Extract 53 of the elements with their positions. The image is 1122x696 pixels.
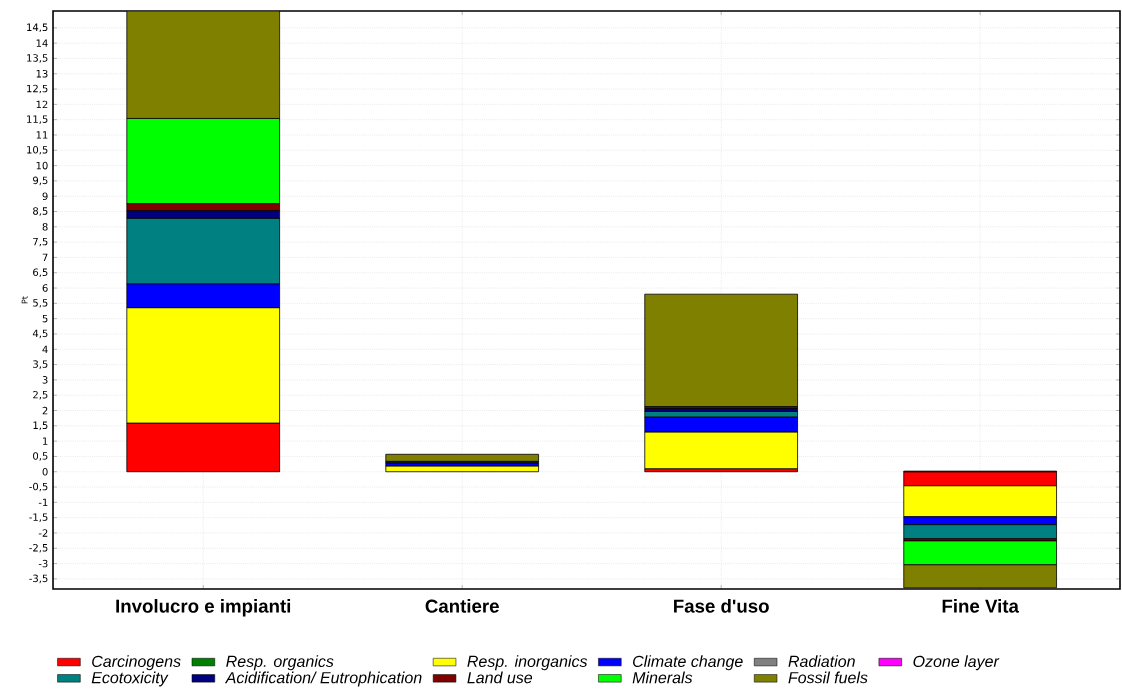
y-tick-label: 4 [42,345,48,353]
y-tick-label: 13,5 [27,54,48,63]
legend-label: Resp. inorganics [467,655,588,671]
y-tick-label: 1 [43,437,48,445]
y-tick-label: 6 [42,284,48,292]
y-tick-label: 8 [42,223,48,231]
x-tick-label: Involucro e impianti [116,599,291,617]
y-tick-label: 1,5 [33,421,48,431]
y-tick-label: -1 [38,498,48,506]
legend-label: Minerals [632,671,693,684]
y-tick-label: 12 [36,100,48,109]
y-tick-label: 14,5 [27,23,48,33]
y-axis-title: Pt [21,296,28,304]
y-tick-label: -3 [38,559,48,568]
legend-label: Land use [467,671,533,684]
y-tick-label: -2,5 [29,543,48,553]
y-tick-label: 9,5 [33,176,48,186]
y-tick-label: 0 [42,467,48,476]
y-tick-label: 3,5 [33,360,48,369]
y-tick-label: 5 [42,314,48,323]
y-tick-label: 5,5 [33,299,48,308]
y-tick-label: 12,5 [27,84,48,94]
y-tick-label: 10 [36,161,48,170]
y-tick-label: 14 [36,39,48,47]
y-tick-label: -3,5 [29,574,48,584]
y-tick-label: 3 [42,376,48,384]
legend-label: Fossil fuels [788,671,868,684]
x-tick-label: Cantiere [425,599,499,613]
y-tick-label: 2,5 [33,390,48,400]
y-tick-label: 2 [42,406,48,415]
y-tick-label: 11 [36,131,48,139]
y-tick-label: -1,5 [29,513,48,522]
y-tick-label: 10,5 [27,145,48,155]
legend-label: Resp. organics [226,655,334,671]
y-tick-label: 0,5 [33,452,48,461]
y-tick-label: -2 [38,529,48,537]
x-tick-label: Fase d'uso [674,599,769,613]
legend-label: Carcinogens [92,655,181,671]
y-tick-label: 13 [36,69,48,78]
legend-label: Ozone layer [913,655,1000,671]
y-tick-label: 7 [42,253,48,262]
y-tick-label: 4,5 [32,329,48,339]
x-tick-label: Fine Vita [942,599,1020,613]
legend-label: Radiation [788,655,855,668]
y-tick-label: -0,5 [29,482,48,492]
legend-label: Climate change [633,655,743,671]
legend-label: Ecotoxicity [91,671,169,687]
y-tick-label: 9 [42,192,48,200]
y-tick-label: 7,5 [33,237,48,247]
y-tick-label: 11,5 [27,115,48,124]
y-tick-label: 6,5 [33,268,48,278]
legend-label: Acidification/ Eutrophication [224,671,422,687]
y-tick-label: 8,5 [33,207,48,216]
